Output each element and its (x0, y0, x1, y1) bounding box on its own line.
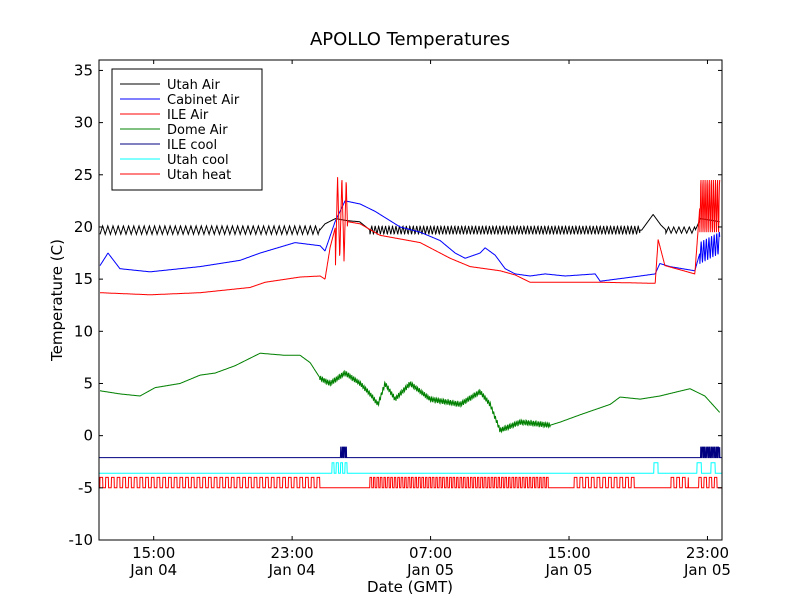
legend-label: ILE cool (167, 138, 217, 153)
y-tick-label: 10 (74, 322, 93, 340)
y-tick-label: 15 (74, 270, 93, 288)
y-tick-label: 30 (74, 114, 93, 132)
series-line-ile-air (100, 177, 721, 296)
y-tick-label: 5 (83, 374, 93, 392)
x-tick-label-date: Jan 05 (545, 561, 593, 579)
x-tick-label-time: 23:00 (271, 544, 314, 562)
legend-label: Dome Air (167, 123, 228, 138)
y-tick-label: 25 (74, 166, 93, 184)
y-tick-label: 0 (83, 427, 93, 445)
y-tick-label: 35 (74, 61, 93, 79)
series-line-ile-cool (99, 446, 722, 459)
legend-label: Utah cool (167, 153, 229, 168)
series-line-utah-cool (99, 462, 722, 474)
x-tick-label-date: Jan 04 (129, 561, 177, 579)
x-tick-label-time: 07:00 (409, 544, 452, 562)
series-layer (99, 177, 722, 489)
y-axis-label: Temperature (C) (48, 239, 66, 362)
chart-title: APOLLO Temperatures (310, 29, 510, 50)
x-tick-label-time: 23:00 (686, 544, 729, 562)
series-line-cabinet-air (99, 200, 721, 282)
series-line-utah-heat (99, 476, 722, 489)
x-tick-label-date: Jan 04 (268, 561, 316, 579)
legend-label: Cabinet Air (167, 93, 240, 108)
x-tick-label-time: 15:00 (547, 544, 590, 562)
plot-frame (98, 59, 723, 541)
x-tick-label-date: Jan 05 (683, 561, 731, 579)
series-line-dome-air (100, 352, 721, 434)
series-line-utah-air (99, 213, 720, 237)
x-axis-label: Date (GMT) (367, 578, 453, 596)
y-tick-label: -5 (78, 479, 93, 497)
x-tick-label-time: 15:00 (132, 544, 175, 562)
legend-label: Utah Air (167, 78, 220, 93)
legend-label: ILE Air (167, 108, 209, 123)
x-tick-label-date: Jan 05 (406, 561, 454, 579)
legend-label: Utah heat (167, 168, 231, 183)
y-tick-label: -10 (69, 531, 94, 549)
y-tick-label: 20 (74, 218, 93, 236)
